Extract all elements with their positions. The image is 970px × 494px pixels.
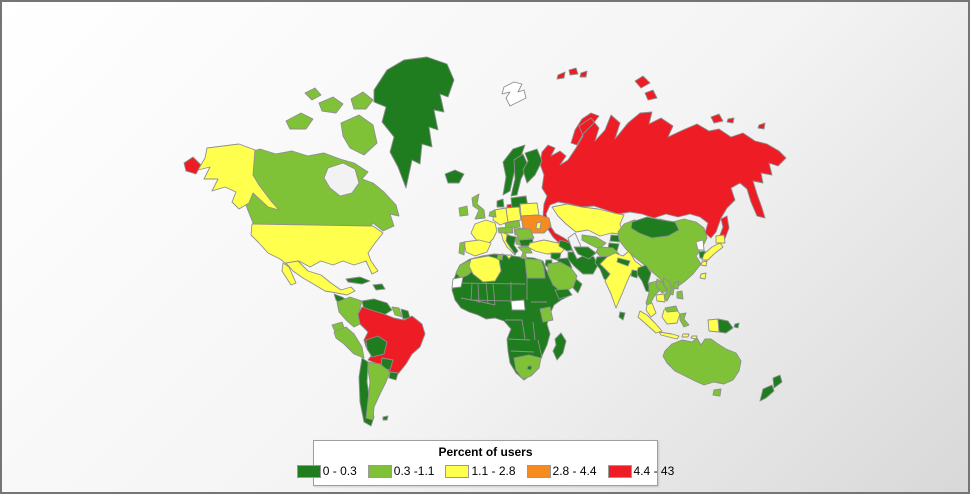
legend-item: 0 - 0.3 (296, 464, 357, 478)
region-canada[interactable] (237, 87, 400, 234)
region-new-zealand[interactable] (759, 374, 783, 402)
region-australia[interactable] (662, 337, 742, 397)
region-austria-switzerland[interactable] (497, 226, 514, 234)
region-tunisia[interactable] (496, 253, 504, 261)
region-germany[interactable] (492, 207, 509, 226)
region-peru[interactable] (333, 326, 365, 359)
region-sulawesi[interactable] (679, 312, 690, 328)
region-bangladesh[interactable] (630, 269, 639, 279)
region-algeria[interactable] (468, 255, 502, 283)
region-portugal[interactable] (458, 241, 466, 256)
region-belarus[interactable] (519, 202, 540, 217)
region-malaysia-peninsula[interactable] (645, 302, 657, 318)
region-moldova[interactable] (535, 221, 542, 230)
region-benelux[interactable] (488, 209, 497, 218)
region-caucasus-states[interactable] (558, 239, 576, 252)
legend-item: 4.4 - 43 (607, 464, 675, 478)
region-philippines[interactable] (669, 280, 684, 300)
legend-label: 2.8 - 4.4 (552, 464, 597, 478)
region-usa[interactable] (197, 143, 384, 275)
region-india[interactable] (599, 250, 644, 309)
region-mongolia[interactable] (630, 216, 680, 239)
legend-swatch (526, 464, 551, 478)
region-svalbard[interactable] (501, 81, 527, 107)
region-uruguay[interactable] (388, 371, 399, 381)
legend-item: 0.3 -1.1 (367, 464, 435, 478)
map-legend: Percent of users 0 - 0.3 0.3 -1.1 1.1 - 2.… (296, 440, 674, 486)
region-kenya[interactable] (539, 306, 554, 323)
region-laos[interactable] (655, 278, 668, 294)
region-falkland-islands[interactable] (382, 415, 389, 421)
region-ireland[interactable] (458, 205, 469, 217)
region-romania[interactable] (514, 228, 535, 241)
region-france[interactable] (470, 219, 498, 246)
region-mexico[interactable] (281, 260, 356, 296)
region-guyana[interactable] (391, 306, 403, 318)
region-hispaniola[interactable] (372, 283, 386, 291)
region-oman[interactable] (572, 278, 583, 294)
region-nepal[interactable] (616, 257, 631, 267)
legend-swatch (607, 464, 632, 478)
region-iceland[interactable] (444, 169, 465, 184)
region-poland[interactable] (505, 206, 522, 223)
legend-title: Percent of users (438, 445, 533, 459)
region-united-kingdom[interactable] (471, 193, 486, 220)
region-malaysia-borneo[interactable] (664, 305, 679, 313)
region-denmark[interactable] (496, 198, 505, 208)
legend-label: 0 - 0.3 (322, 464, 357, 478)
region-finland[interactable] (522, 148, 543, 184)
region-japan[interactable] (700, 234, 726, 267)
region-yemen[interactable] (554, 288, 573, 300)
region-egypt[interactable] (524, 258, 546, 279)
region-western-sahara[interactable] (451, 276, 464, 289)
legend-item: 2.8 - 4.4 (526, 464, 597, 478)
region-madagascar[interactable] (552, 332, 567, 361)
region-argentina[interactable] (365, 361, 391, 421)
legend-label: 1.1 - 2.8 (471, 464, 516, 478)
region-taiwan[interactable] (699, 272, 707, 280)
region-bolivia[interactable] (365, 335, 388, 358)
legend-swatch (367, 464, 392, 478)
region-lesotho[interactable] (526, 365, 533, 371)
region-south-sudan[interactable] (510, 299, 526, 311)
legend-label: 4.4 - 43 (633, 464, 675, 478)
legend-item: 1.1 - 2.8 (445, 464, 516, 478)
hudson-bay (323, 162, 360, 197)
region-sweden[interactable] (510, 153, 529, 197)
region-greenland[interactable] (373, 56, 455, 189)
legend-label: 0.3 -1.1 (393, 464, 435, 478)
legend-swatch (296, 464, 321, 478)
region-spain[interactable] (463, 239, 492, 257)
region-north-korea[interactable] (695, 239, 705, 251)
region-papua-new-guinea[interactable] (717, 318, 740, 334)
region-sri-lanka[interactable] (618, 311, 626, 321)
legend-swatch (445, 464, 470, 478)
region-cambodia[interactable] (655, 293, 666, 303)
legend-items: 0 - 0.3 0.3 -1.1 1.1 - 2.8 2.8 - 4.4 4.4 - 4… (296, 464, 674, 478)
region-turkmenistan[interactable] (573, 246, 597, 260)
region-cuba[interactable] (345, 276, 371, 285)
